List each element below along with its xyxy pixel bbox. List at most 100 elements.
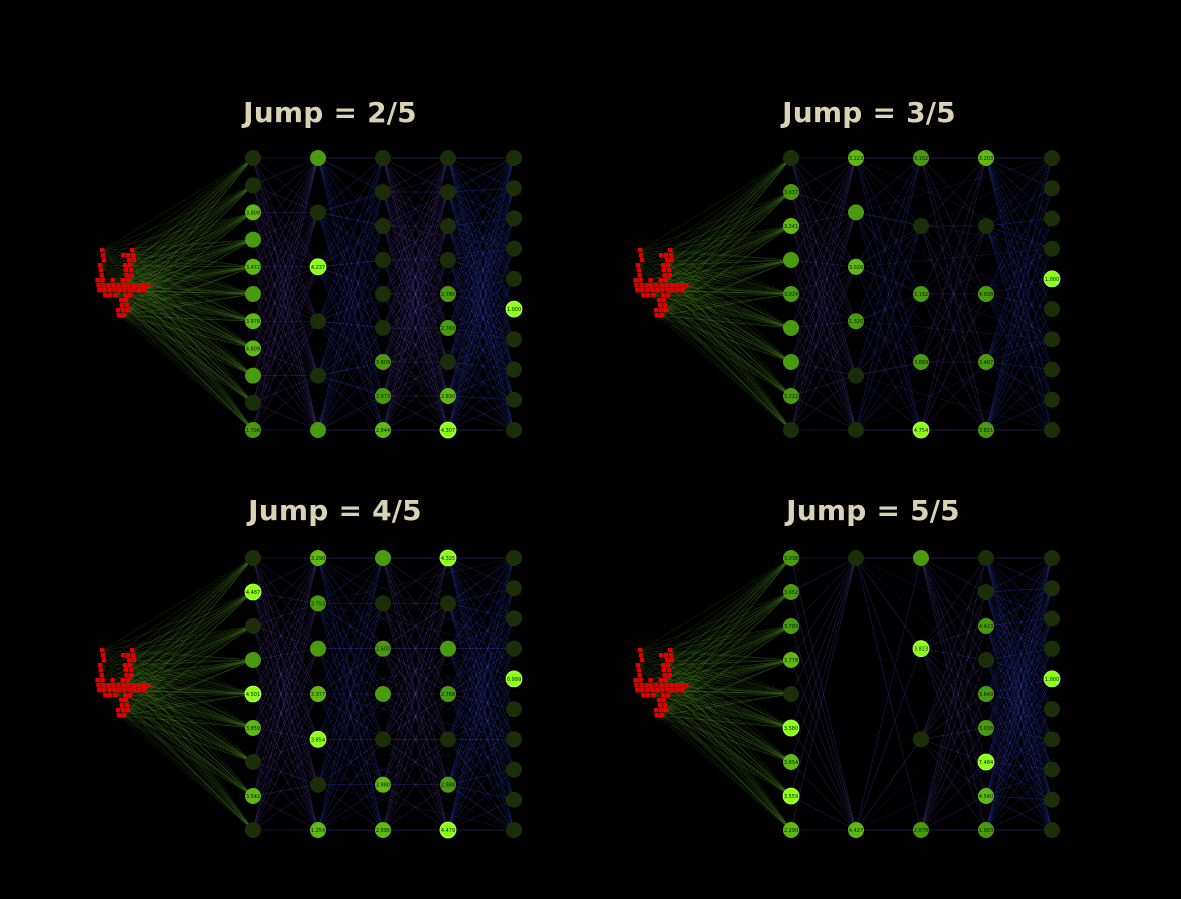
digit-pixel xyxy=(125,253,131,258)
neuron-node xyxy=(310,422,326,438)
neuron-activation-label: 3.831 xyxy=(979,428,993,434)
digit-pixel xyxy=(667,273,672,278)
neuron-node xyxy=(506,701,522,718)
digit-pixel xyxy=(136,683,141,688)
neuron-activation-label: 1.000 xyxy=(1045,277,1059,283)
neuron-node xyxy=(506,391,522,408)
digit-pixel xyxy=(669,258,675,263)
neuron-node xyxy=(245,822,261,838)
panel-title: Jump = 3/5 xyxy=(782,96,956,129)
digit-pixel xyxy=(661,693,666,698)
digit-pixel xyxy=(637,273,642,278)
digit-pixel xyxy=(657,298,662,303)
neuron-node xyxy=(506,580,522,597)
neuron-activation-label: 3.823 xyxy=(914,647,928,653)
neuron-node xyxy=(440,218,456,234)
digit-pixel xyxy=(655,288,660,293)
digit-pixel xyxy=(669,683,674,688)
digit-pixel xyxy=(655,688,660,693)
neuron-node xyxy=(1044,150,1060,166)
digit-pixel xyxy=(97,263,103,268)
digit-pixel xyxy=(103,293,108,298)
digit-pixel xyxy=(664,283,669,288)
neuron-node xyxy=(913,218,929,234)
neuron-node: 2.844 xyxy=(375,422,391,438)
neuron-node xyxy=(978,652,994,668)
neuron-node xyxy=(848,367,864,384)
neuron-node xyxy=(375,218,391,234)
digit-pixel xyxy=(638,278,643,283)
digit-pixel xyxy=(662,303,668,308)
digit-pixel xyxy=(663,253,669,258)
digit-pixel xyxy=(662,698,667,703)
digit-pixel xyxy=(131,283,136,288)
neuron-activation-label: 3.854 xyxy=(311,737,325,743)
neuron-node xyxy=(375,686,391,702)
digit-pixel xyxy=(639,283,644,288)
digit-pixel xyxy=(115,308,121,313)
neuron-node xyxy=(1044,701,1060,718)
neuron-node: 1.003 xyxy=(978,822,994,838)
neuron-activation-label: 3.472 xyxy=(246,265,260,271)
digit-pixel xyxy=(665,288,670,293)
digit-pixel xyxy=(658,278,663,283)
neuron-activation-label: 3.859 xyxy=(246,726,260,732)
digit-pixel xyxy=(662,298,667,303)
neuron-activation-label: 0.999 xyxy=(507,677,521,683)
digit-pixel xyxy=(658,678,663,683)
neuron-activation-label: 4.479 xyxy=(441,828,455,834)
neuron-activation-label: 4.427 xyxy=(849,828,863,834)
neuron-node: 3.559 xyxy=(782,787,800,805)
digit-pixel xyxy=(123,268,128,273)
digit-pixel xyxy=(125,308,131,313)
neuron-node xyxy=(506,150,522,166)
digit-pixel xyxy=(657,303,663,308)
digit-pixel xyxy=(670,288,675,293)
digit-pixel xyxy=(130,653,136,658)
neuron-node: 3.854 xyxy=(783,754,799,770)
neuron-node xyxy=(375,595,391,612)
digit-pixel xyxy=(119,298,124,303)
neuron-activation-label: 2.895 xyxy=(376,828,390,834)
neuron-activation-label: 3.024 xyxy=(784,292,798,298)
neuron-activation-label: 3.889 xyxy=(914,360,928,366)
neuron-node xyxy=(506,331,522,348)
network-diagram: 3.809 3.472 3.976 4.609 1.796 4.237 3.609 3.073… xyxy=(95,150,523,439)
neuron-node xyxy=(245,394,261,411)
digit-pixel xyxy=(146,683,151,688)
digit-pixel xyxy=(102,288,107,293)
digit-pixel xyxy=(654,313,660,318)
neuron-node xyxy=(375,184,391,200)
neuron-activation-label: 1.796 xyxy=(246,428,260,434)
neuron-node: 3.487 xyxy=(978,354,994,370)
digit-pixel xyxy=(123,693,128,698)
digit-pixel xyxy=(650,688,655,693)
digit-pixel xyxy=(665,663,671,668)
digit-pixel xyxy=(123,668,128,673)
neuron-node xyxy=(310,776,326,793)
digit-pixel xyxy=(640,688,645,693)
digit-pixel xyxy=(101,283,106,288)
digit-pixel xyxy=(98,668,103,673)
digit-pixel xyxy=(638,253,644,258)
neuron-activation-label: 4.423 xyxy=(979,624,993,630)
digit-pixel xyxy=(663,678,668,683)
digit-pixel xyxy=(111,283,116,288)
digit-pixel xyxy=(638,248,643,253)
digit-pixel xyxy=(110,678,115,683)
digit-pixel xyxy=(666,268,671,273)
neuron-node xyxy=(506,791,522,808)
neuron-node xyxy=(978,584,994,600)
digit-pixel xyxy=(663,308,669,313)
neuron-activation-label: 3.038 xyxy=(784,556,798,562)
digit-pixel xyxy=(125,708,131,713)
digit-pixel xyxy=(113,293,118,298)
digit-pixel xyxy=(634,683,639,688)
digit-pixel xyxy=(679,283,684,288)
digit-pixel xyxy=(122,263,128,268)
digit-pixel xyxy=(659,683,664,688)
neuron-node: 1.320 xyxy=(848,313,864,330)
digit-pixel xyxy=(684,683,689,688)
digit-pixel xyxy=(651,293,656,298)
neuron-node xyxy=(1044,610,1060,627)
